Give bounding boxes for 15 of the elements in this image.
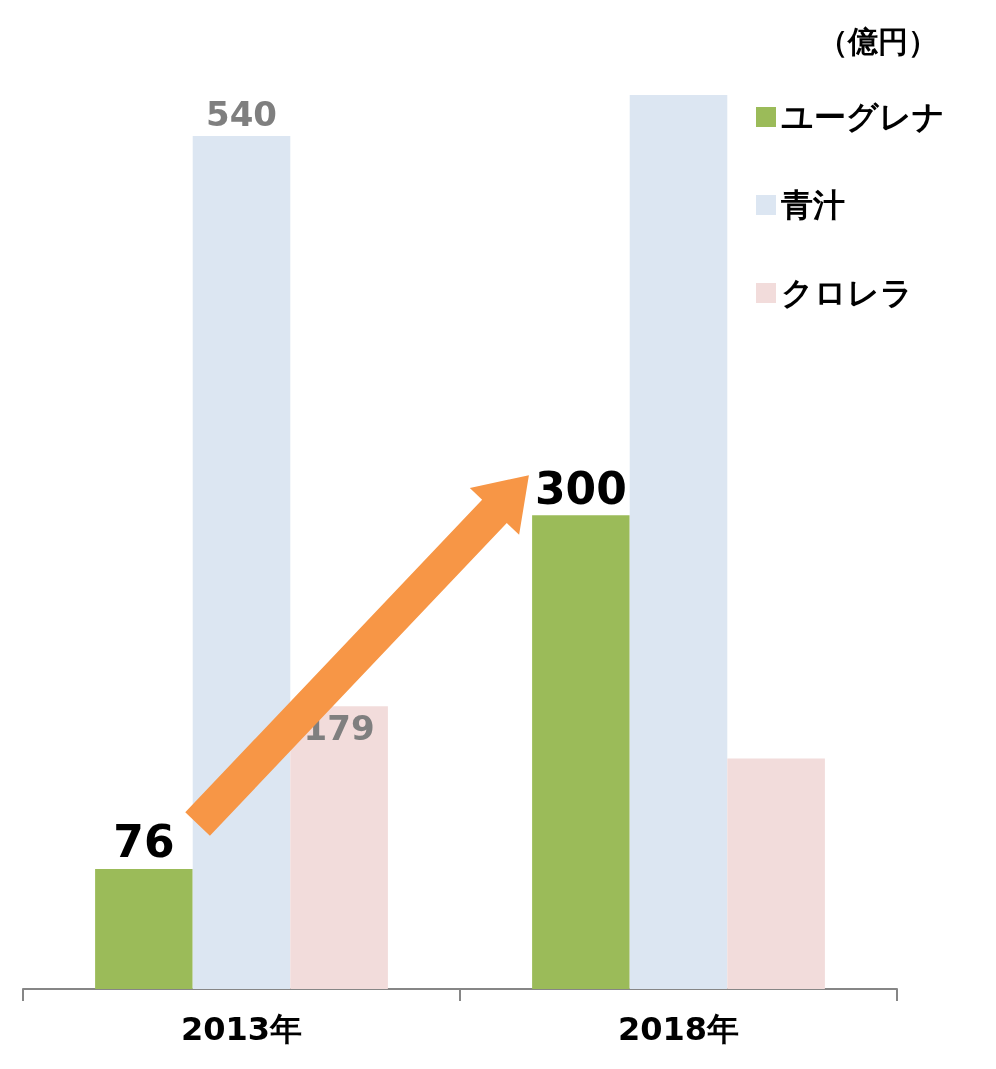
bar: [95, 868, 193, 989]
y-axis-title: （億円）: [818, 23, 938, 59]
data-label: 540: [206, 94, 277, 135]
bar: [629, 95, 728, 989]
x-tick-label: 2013年: [180, 1010, 303, 1048]
legend-label: クロレラ: [781, 274, 913, 312]
bar: [532, 515, 630, 989]
bar: [192, 136, 291, 989]
bar: [727, 758, 825, 989]
x-tick-label: 2018年: [617, 1010, 740, 1048]
legend-label: 青汁: [780, 186, 845, 224]
bar: [290, 706, 388, 989]
data-label: 76: [113, 816, 175, 868]
legend-label: ユーグレナ: [781, 98, 945, 136]
data-label: 300: [534, 462, 627, 514]
